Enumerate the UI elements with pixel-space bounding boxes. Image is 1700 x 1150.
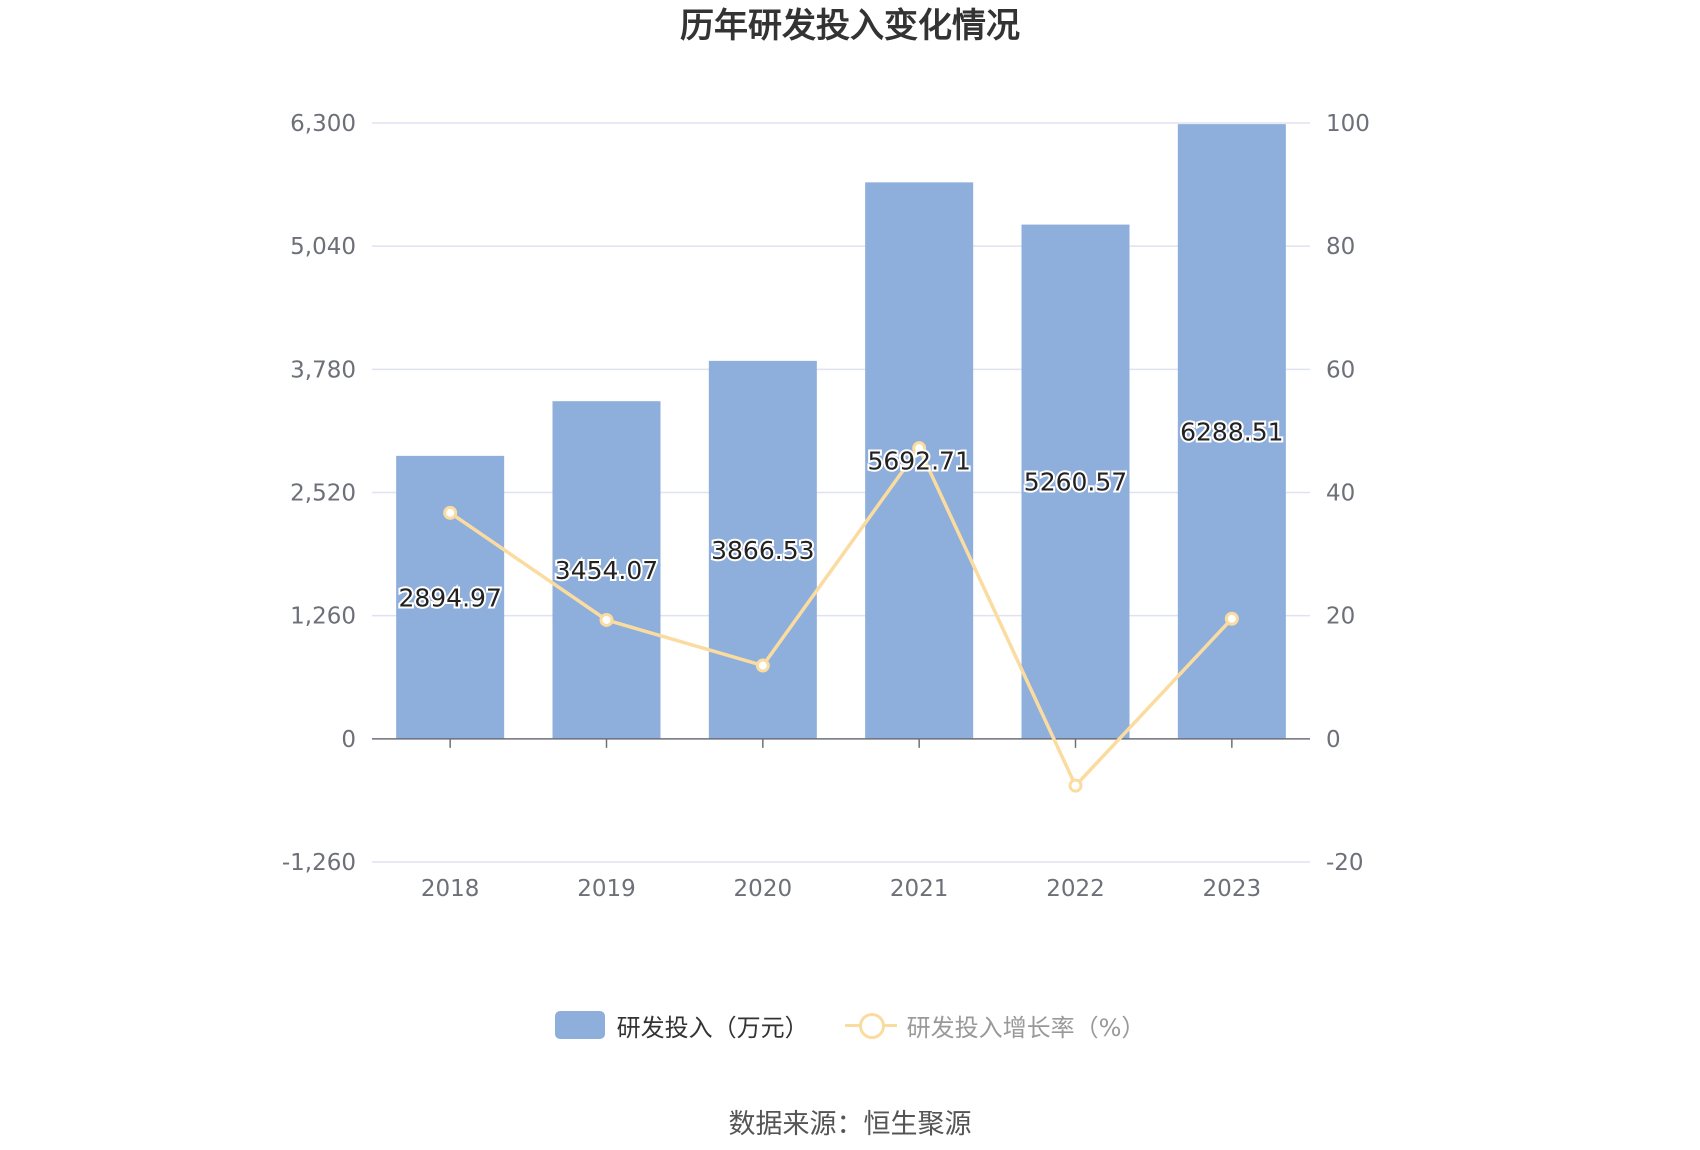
y-axis-left: -1,260 0 1,260 2,520 3,780 5,040 6,300: [282, 111, 356, 876]
y-left-tick-label: -1,260: [282, 850, 356, 876]
line-point: [599, 612, 614, 627]
bar-value-label: 5692.71: [867, 447, 970, 476]
y-right-tick-label: 80: [1326, 234, 1355, 260]
legend-swatch-bar: [554, 1011, 605, 1039]
y-left-tick-label: 2,520: [290, 481, 356, 507]
bar-value-label: 5260.57: [1024, 468, 1127, 497]
bar-value-label: 6288.51: [1180, 417, 1283, 446]
bar: [708, 360, 817, 739]
line-series: [443, 441, 1239, 793]
growth-line: [449, 444, 1234, 789]
source-note: 数据来源：恒生聚源: [728, 1109, 972, 1140]
chart-title: 历年研发投入变化情况: [680, 6, 1020, 46]
x-tick-label: 2018: [421, 876, 480, 902]
legend-swatch-line: [844, 1011, 897, 1039]
bar-value-label: 2894.97: [398, 583, 501, 612]
y-right-tick-label: 20: [1326, 604, 1355, 630]
legend-item-line[interactable]: 研发投入增长率（%）: [844, 1008, 1146, 1043]
bar-value-label: 3866.53: [711, 536, 814, 565]
line-point: [1068, 778, 1083, 793]
legend: 研发投入（万元） 研发投入增长率（%）: [0, 1003, 1700, 1047]
bar: [1021, 224, 1130, 739]
line-point: [443, 505, 458, 520]
x-tick-label: 2019: [577, 876, 636, 902]
bar: [396, 455, 505, 739]
legend-label-line: 研发投入增长率（%）: [906, 1013, 1146, 1042]
x-axis-labels: 2018 2019 2020 2021 2022 2023: [421, 876, 1261, 902]
x-tick-label: 2023: [1203, 876, 1262, 902]
y-left-tick-label: 6,300: [290, 111, 356, 137]
y-left-tick-label: 3,780: [290, 357, 356, 383]
y-right-tick-label: -20: [1326, 850, 1364, 876]
y-right-tick-label: 60: [1326, 357, 1355, 383]
y-left-tick-label: 0: [341, 727, 356, 753]
grid-lines: [372, 122, 1310, 863]
y-left-tick-label: 5,040: [290, 234, 356, 260]
x-axis: [372, 738, 1310, 748]
y-right-tick-label: 40: [1326, 481, 1355, 507]
y-right-tick-label: 0: [1326, 727, 1341, 753]
line-point: [1224, 611, 1239, 626]
x-tick-label: 2020: [734, 876, 793, 902]
y-left-tick-label: 1,260: [290, 604, 356, 630]
line-point: [755, 658, 770, 673]
y-axis-right: -20 0 20 40 60 80 100: [1326, 111, 1370, 876]
legend-item-bar[interactable]: 研发投入（万元）: [554, 1008, 809, 1043]
x-tick-label: 2021: [890, 876, 949, 902]
y-right-tick-label: 100: [1326, 111, 1370, 137]
legend-label-bar: 研发投入（万元）: [616, 1013, 809, 1042]
data-labels: 2894.97 3454.07 3866.53 5692.71 5260.57 6288.…: [396, 415, 1285, 614]
bar-value-label: 3454.07: [555, 556, 658, 585]
bar: [1177, 124, 1286, 739]
bar-series: [396, 124, 1286, 739]
line-point: [912, 441, 927, 456]
x-tick-label: 2022: [1046, 876, 1105, 902]
bar: [552, 401, 661, 739]
bar: [865, 182, 974, 739]
